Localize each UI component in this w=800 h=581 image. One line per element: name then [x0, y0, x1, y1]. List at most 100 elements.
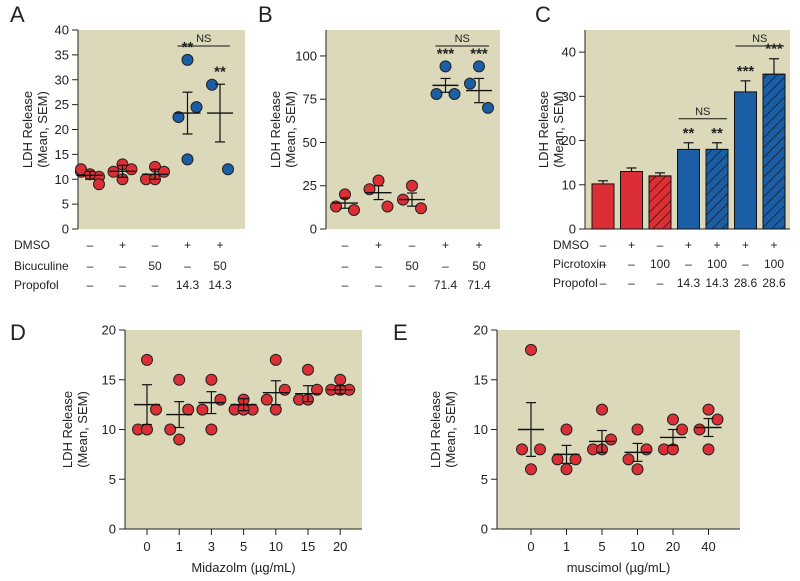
- bar-group-2: [648, 172, 672, 230]
- y-axis-label-line: LDH Release: [536, 91, 551, 168]
- y-tick-label: 40: [55, 23, 69, 38]
- condition-value: –: [742, 257, 749, 271]
- panel-a: A 0 5 10 15 20 25 30 35 40 LDH Release(Mean, SEM) *…: [10, 2, 245, 292]
- y-tick-label: 30: [55, 72, 69, 87]
- significance-label: ***: [737, 63, 755, 80]
- condition-label: Bicuculine: [14, 259, 69, 273]
- significance-label: **: [683, 125, 695, 142]
- condition-value: –: [87, 238, 94, 252]
- significance-label: **: [214, 64, 226, 81]
- data-point: [482, 101, 494, 114]
- data-point: [330, 200, 342, 213]
- bar-group-4: **: [705, 125, 729, 230]
- group-1: [107, 158, 138, 186]
- group-4: ***: [464, 45, 494, 114]
- x-tick-label: 10: [269, 539, 283, 554]
- condition-label: DMSO: [14, 238, 50, 252]
- y-tick-label: 5: [481, 472, 488, 487]
- condition-value: –: [87, 259, 94, 273]
- condition-value: +: [216, 238, 223, 252]
- condition-value: –: [375, 259, 382, 273]
- y-axis-label-line: (Mean, SEM): [283, 91, 298, 168]
- condition-value: 28.6: [734, 276, 758, 290]
- data-point: [711, 413, 724, 426]
- group-0: [75, 163, 105, 191]
- data-point: [473, 60, 485, 73]
- x-tick-label: 0: [527, 539, 534, 554]
- condition-value: 100: [707, 257, 727, 271]
- condition-value: 14.3: [705, 276, 729, 290]
- y-tick-label: 5: [62, 197, 69, 212]
- data-point: [551, 453, 564, 466]
- group-2: [587, 403, 617, 456]
- y-axis-label-line: (Mean, SEM): [551, 91, 566, 168]
- data-point: [525, 463, 537, 476]
- condition-label: Propofol: [553, 276, 598, 290]
- condition-value: –: [152, 238, 159, 252]
- y-axis-label-line: LDH Release: [268, 91, 283, 168]
- significance-label: ***: [437, 45, 455, 62]
- group-3: ***: [430, 45, 461, 101]
- data-point: [158, 165, 170, 178]
- ns-label: NS: [752, 33, 767, 45]
- data-point: [381, 200, 394, 213]
- group-3: **: [172, 39, 203, 166]
- panel-d: D 0 5 10 15 20 LDH Release(Mean, SEM) 0 1 3 5 10 15 2…: [10, 320, 362, 575]
- y-tick-label: 75: [303, 92, 317, 107]
- condition-value: +: [628, 238, 635, 252]
- condition-label: DMSO: [553, 238, 589, 252]
- condition-value: +: [685, 238, 692, 252]
- condition-value: –: [409, 238, 416, 252]
- ns-label: NS: [196, 33, 211, 45]
- condition-value: –: [628, 257, 635, 271]
- y-tick-label: 10: [474, 422, 488, 437]
- x-tick-label: 1: [563, 539, 570, 554]
- x-axis-label: Midazolm (µg/mL): [191, 560, 295, 575]
- condition-value: –: [152, 278, 159, 292]
- y-tick-label: 10: [102, 422, 116, 437]
- group-0: [516, 343, 546, 476]
- data-point: [464, 77, 476, 90]
- condition-value: –: [628, 276, 635, 290]
- data-point: [269, 403, 282, 416]
- condition-value: 100: [650, 257, 670, 271]
- condition-value: –: [600, 257, 607, 271]
- y-tick-label: 0: [109, 522, 116, 537]
- y-tick-label: 5: [109, 472, 116, 487]
- data-point: [406, 179, 418, 192]
- data-point: [525, 343, 537, 356]
- group-1: [363, 174, 394, 213]
- bar-group-3: **: [677, 125, 700, 230]
- data-point: [596, 403, 608, 416]
- group-0: [132, 353, 162, 436]
- group-4: [658, 413, 688, 456]
- bar-group-0: [591, 180, 615, 230]
- data-point: [173, 433, 186, 446]
- condition-value: –: [119, 259, 126, 273]
- data-point: [631, 423, 644, 436]
- bar: [677, 148, 700, 230]
- x-tick-label: 15: [301, 539, 315, 554]
- data-point: [415, 202, 427, 215]
- condition-value: –: [119, 278, 126, 292]
- data-point: [190, 101, 203, 114]
- condition-value: 50: [472, 259, 486, 273]
- condition-value: 14.3: [677, 276, 701, 290]
- data-point: [569, 453, 582, 466]
- y-axis-label-line: LDH Release: [20, 91, 35, 168]
- condition-value: –: [600, 276, 607, 290]
- x-axis-label: muscimol (µg/mL): [567, 560, 671, 575]
- x-tick-label: 3: [208, 539, 215, 554]
- condition-value: 50: [148, 259, 162, 273]
- x-tick-label: 5: [240, 539, 247, 554]
- y-axis-label-line: LDH Release: [428, 391, 443, 468]
- plot-background: [326, 30, 500, 229]
- data-point: [622, 453, 635, 466]
- data-point: [173, 373, 186, 386]
- data-point: [605, 433, 617, 446]
- group-3: [622, 423, 653, 476]
- data-point: [702, 403, 715, 416]
- bar-group-5: ***: [734, 63, 757, 230]
